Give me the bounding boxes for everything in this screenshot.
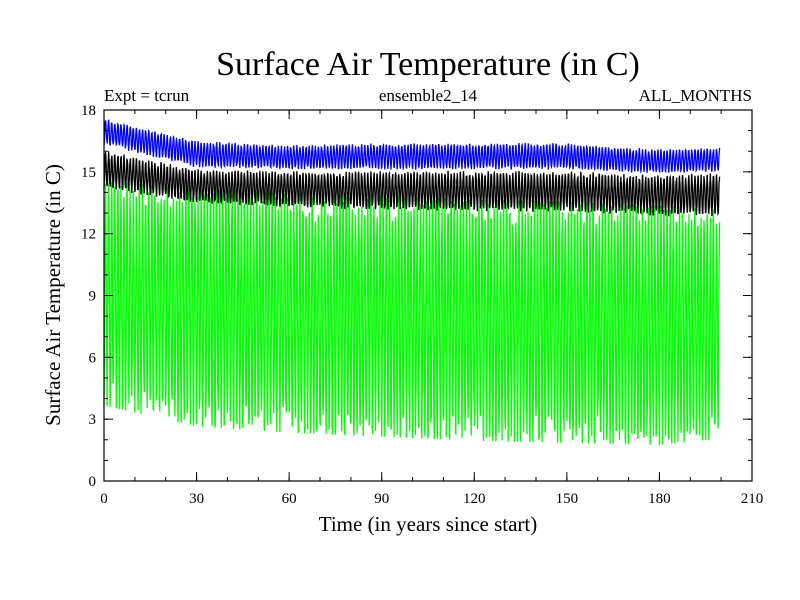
subtitle-center: ensemble2_14 [379,86,478,105]
y-tick-label: 15 [81,165,96,181]
x-tick-label: 60 [282,491,297,507]
series-layer [103,119,721,445]
series-line-0 [103,181,721,445]
x-tick-label: 30 [189,491,204,507]
x-tick-label: 0 [100,491,108,507]
y-tick-label: 3 [89,412,97,428]
subtitle-right: ALL_MONTHS [639,86,752,105]
y-tick-label: 12 [81,227,96,243]
y-tick-label: 18 [81,103,96,119]
series-line-2 [103,119,721,174]
x-tick-label: 150 [556,491,579,507]
y-tick-label: 0 [89,474,97,490]
x-axis-label: Time (in years since start) [319,512,538,536]
y-tick-label: 6 [89,350,97,366]
x-tick-label: 120 [463,491,486,507]
y-axis-label: Surface Air Temperature (in C) [41,164,65,426]
series-line-1 [103,151,721,217]
chart-title: Surface Air Temperature (in C) [216,46,640,83]
x-tick-label: 210 [741,491,764,507]
x-tick-label: 180 [648,491,671,507]
ticks-layer: 0 30 60 90 120 150 180 210 0 3 6 9 12 15 18 [81,103,763,507]
x-tick-label: 90 [374,491,389,507]
subtitle-left: Expt = tcrun [104,86,190,105]
y-tick-label: 9 [89,289,97,305]
